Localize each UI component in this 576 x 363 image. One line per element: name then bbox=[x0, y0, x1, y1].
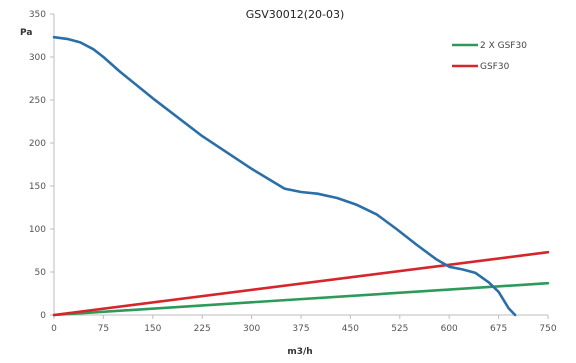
x-tick-label: 375 bbox=[292, 324, 309, 334]
series-line-curve bbox=[52, 35, 517, 317]
x-tick-label: 225 bbox=[194, 324, 211, 334]
x-tick-label: 600 bbox=[441, 324, 458, 334]
x-tick-label: 675 bbox=[490, 324, 507, 334]
legend: 2 X GSF30 GSF30 bbox=[452, 41, 527, 72]
x-tick-label: 150 bbox=[144, 324, 161, 334]
y-tick-label: 300 bbox=[29, 53, 46, 63]
series-line-gsf30 bbox=[52, 250, 550, 317]
chart-title: GSV30012(20-03) bbox=[246, 8, 345, 21]
y-tick-label: 100 bbox=[29, 225, 46, 235]
y-tick-label: 200 bbox=[29, 139, 46, 149]
x-tick-label: 450 bbox=[342, 324, 359, 334]
legend-label: 2 X GSF30 bbox=[480, 41, 527, 51]
y-tick-label: 50 bbox=[35, 268, 47, 278]
x-tick-label: 300 bbox=[243, 324, 260, 334]
y-axis-label: Pa bbox=[20, 28, 32, 38]
y-tick-label: 150 bbox=[29, 182, 46, 192]
legend-label: GSF30 bbox=[480, 62, 510, 72]
x-tick-label: 750 bbox=[539, 324, 556, 334]
x-tick-label: 75 bbox=[98, 324, 109, 334]
y-tick-label: 0 bbox=[40, 311, 46, 321]
x-axis-label: m3/h bbox=[287, 347, 312, 357]
x-tick-label: 525 bbox=[391, 324, 408, 334]
x-tick-label: 0 bbox=[51, 324, 57, 334]
y-tick-label: 250 bbox=[29, 96, 46, 106]
series-line-2-x-gsf30 bbox=[52, 281, 550, 317]
y-tick-label: 350 bbox=[29, 10, 46, 20]
